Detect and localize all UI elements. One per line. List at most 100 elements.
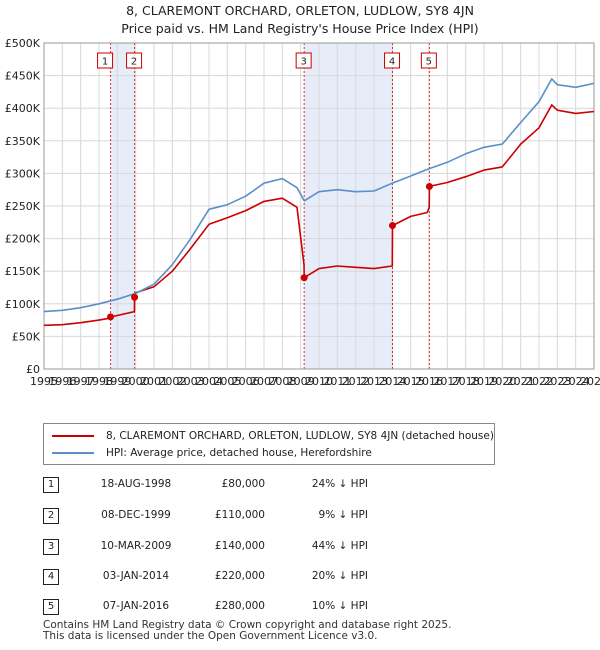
y-tick-label: £350K xyxy=(5,135,41,148)
sale-price: £110,000 xyxy=(214,509,265,521)
y-tick-label: £250K xyxy=(5,200,41,213)
x-tick-label: 2014 xyxy=(378,375,406,388)
sale-date: 18-AUG-1998 xyxy=(100,478,172,490)
sale-number: 3 xyxy=(43,539,59,555)
x-tick-label: 2000 xyxy=(122,375,150,388)
sale-label-frame xyxy=(126,52,143,69)
y-tick-label: £400K xyxy=(5,102,41,115)
sale-number: 4 xyxy=(43,569,59,585)
sale-date: 10-MAR-2009 xyxy=(100,540,172,552)
sale-label-number: 2 xyxy=(131,57,137,68)
x-tick-label: 2021 xyxy=(507,375,535,388)
y-tick-label: £450K xyxy=(5,70,41,83)
x-tick-label: 2006 xyxy=(232,375,260,388)
sale-label-frame xyxy=(420,52,437,69)
sale-point xyxy=(425,182,433,190)
hpi-line xyxy=(43,78,595,313)
sale-number: 5 xyxy=(43,599,59,615)
sale-point xyxy=(131,293,139,301)
table-row: 2 08-DEC-1999 £110,000 9% ↓ HPI xyxy=(43,506,583,526)
sale-number: 1 xyxy=(43,477,59,493)
sale-label-frame xyxy=(384,52,401,69)
sale-price: £80,000 xyxy=(221,478,265,490)
sale-point xyxy=(300,274,308,282)
x-tick-label: 1995 xyxy=(30,375,58,388)
sale-price: £140,000 xyxy=(214,540,265,552)
x-tick-label: 2001 xyxy=(140,375,168,388)
legend-label-hpi: HPI: Average price, detached house, Here… xyxy=(106,447,372,459)
table-row: 1 18-AUG-1998 £80,000 24% ↓ HPI xyxy=(43,475,583,495)
x-tick-label: 2012 xyxy=(342,375,370,388)
sale-label-box: 2 xyxy=(126,52,143,69)
legend: 8, CLAREMONT ORCHARD, ORLETON, LUDLOW, S… xyxy=(43,423,495,465)
y-tick-label: £150K xyxy=(5,265,41,278)
y-tick-label: £300K xyxy=(5,167,41,180)
footer-notice: Contains HM Land Registry data © Crown c… xyxy=(43,620,451,642)
x-tick-label: 2013 xyxy=(360,375,388,388)
x-tick-label: 1996 xyxy=(48,375,76,388)
x-tick-label: 2020 xyxy=(488,375,516,388)
footer-copyright: Contains HM Land Registry data © Crown c… xyxy=(43,619,452,631)
x-tick-label: 2024 xyxy=(562,375,590,388)
table-row: 5 07-JAN-2016 £280,000 10% ↓ HPI xyxy=(43,597,583,617)
table-row: 4 03-JAN-2014 £220,000 20% ↓ HPI xyxy=(43,567,583,587)
y-tick-label: £500K xyxy=(5,37,41,50)
sale-label-frame xyxy=(97,52,114,69)
legend-swatch-hpi xyxy=(52,452,94,454)
x-tick-label: 1997 xyxy=(67,375,95,388)
table-row: 3 10-MAR-2009 £140,000 44% ↓ HPI xyxy=(43,537,583,557)
x-tick-label: 2018 xyxy=(452,375,480,388)
sale-label-frame xyxy=(295,52,312,69)
x-tick-label: 2010 xyxy=(305,375,333,388)
sale-hpi-diff: 10% ↓ HPI xyxy=(311,600,368,612)
chart-subtitle: Price paid vs. HM Land Registry's House … xyxy=(121,21,479,36)
sale-date: 07-JAN-2016 xyxy=(102,600,170,612)
x-tick-label: 1998 xyxy=(85,375,113,388)
x-tick-label: 2011 xyxy=(323,375,351,388)
y-tick-label: £100K xyxy=(5,298,41,311)
legend-item-price-paid: 8, CLAREMONT ORCHARD, ORLETON, LUDLOW, S… xyxy=(52,428,494,444)
plot-frame xyxy=(43,42,595,370)
x-tick-label: 2023 xyxy=(543,375,571,388)
sale-number: 2 xyxy=(43,508,59,524)
sale-date: 03-JAN-2014 xyxy=(102,570,170,582)
legend-swatch-price-paid xyxy=(52,435,94,437)
x-tick-label: 2019 xyxy=(470,375,498,388)
sale-hpi-diff: 20% ↓ HPI xyxy=(311,570,368,582)
sale-label-number: 3 xyxy=(300,57,306,68)
sale-point xyxy=(389,222,397,230)
sale-hpi-diff: 44% ↓ HPI xyxy=(311,540,368,552)
x-tick-label: 1999 xyxy=(103,375,131,388)
sale-date: 08-DEC-1999 xyxy=(101,509,171,521)
sale-label-box: 3 xyxy=(295,52,312,69)
x-tick-label: 2009 xyxy=(287,375,315,388)
sale-label-box: 5 xyxy=(420,52,437,69)
x-tick-label: 2022 xyxy=(525,375,553,388)
x-tick-label: 2015 xyxy=(397,375,425,388)
x-tick-label: 2017 xyxy=(433,375,461,388)
sale-hpi-diff: 9% ↓ HPI xyxy=(318,509,368,521)
x-tick-label: 2003 xyxy=(177,375,205,388)
sale-price: £280,000 xyxy=(214,600,265,612)
legend-item-hpi: HPI: Average price, detached house, Here… xyxy=(52,445,372,461)
sale-label-number: 1 xyxy=(102,57,108,68)
sale-point xyxy=(107,313,115,321)
y-tick-label: £50K xyxy=(12,330,41,343)
sale-label-number: 4 xyxy=(389,57,395,68)
x-tick-label: 2025 xyxy=(580,375,600,388)
sale-hpi-diff: 24% ↓ HPI xyxy=(311,478,368,490)
x-tick-label: 2007 xyxy=(250,375,278,388)
price-chart: £0 £50K £100K £150K £200K £250K £300K £350K £400… xyxy=(5,37,600,388)
legend-label-price-paid: 8, CLAREMONT ORCHARD, ORLETON, LUDLOW, S… xyxy=(106,430,494,442)
footer-licence: This data is licensed under the Open Gov… xyxy=(43,630,378,642)
x-tick-label: 2016 xyxy=(415,375,443,388)
y-tick-label: £0 xyxy=(26,363,40,376)
chart-title: 8, CLAREMONT ORCHARD, ORLETON, LUDLOW, S… xyxy=(126,3,474,18)
x-tick-label: 2002 xyxy=(158,375,186,388)
sale-price: £220,000 xyxy=(214,570,265,582)
sale-label-number: 5 xyxy=(426,57,432,68)
x-tick-label: 2005 xyxy=(213,375,241,388)
sale-label-box: 4 xyxy=(384,52,401,69)
y-tick-label: £200K xyxy=(5,233,41,246)
x-tick-label: 2008 xyxy=(268,375,296,388)
